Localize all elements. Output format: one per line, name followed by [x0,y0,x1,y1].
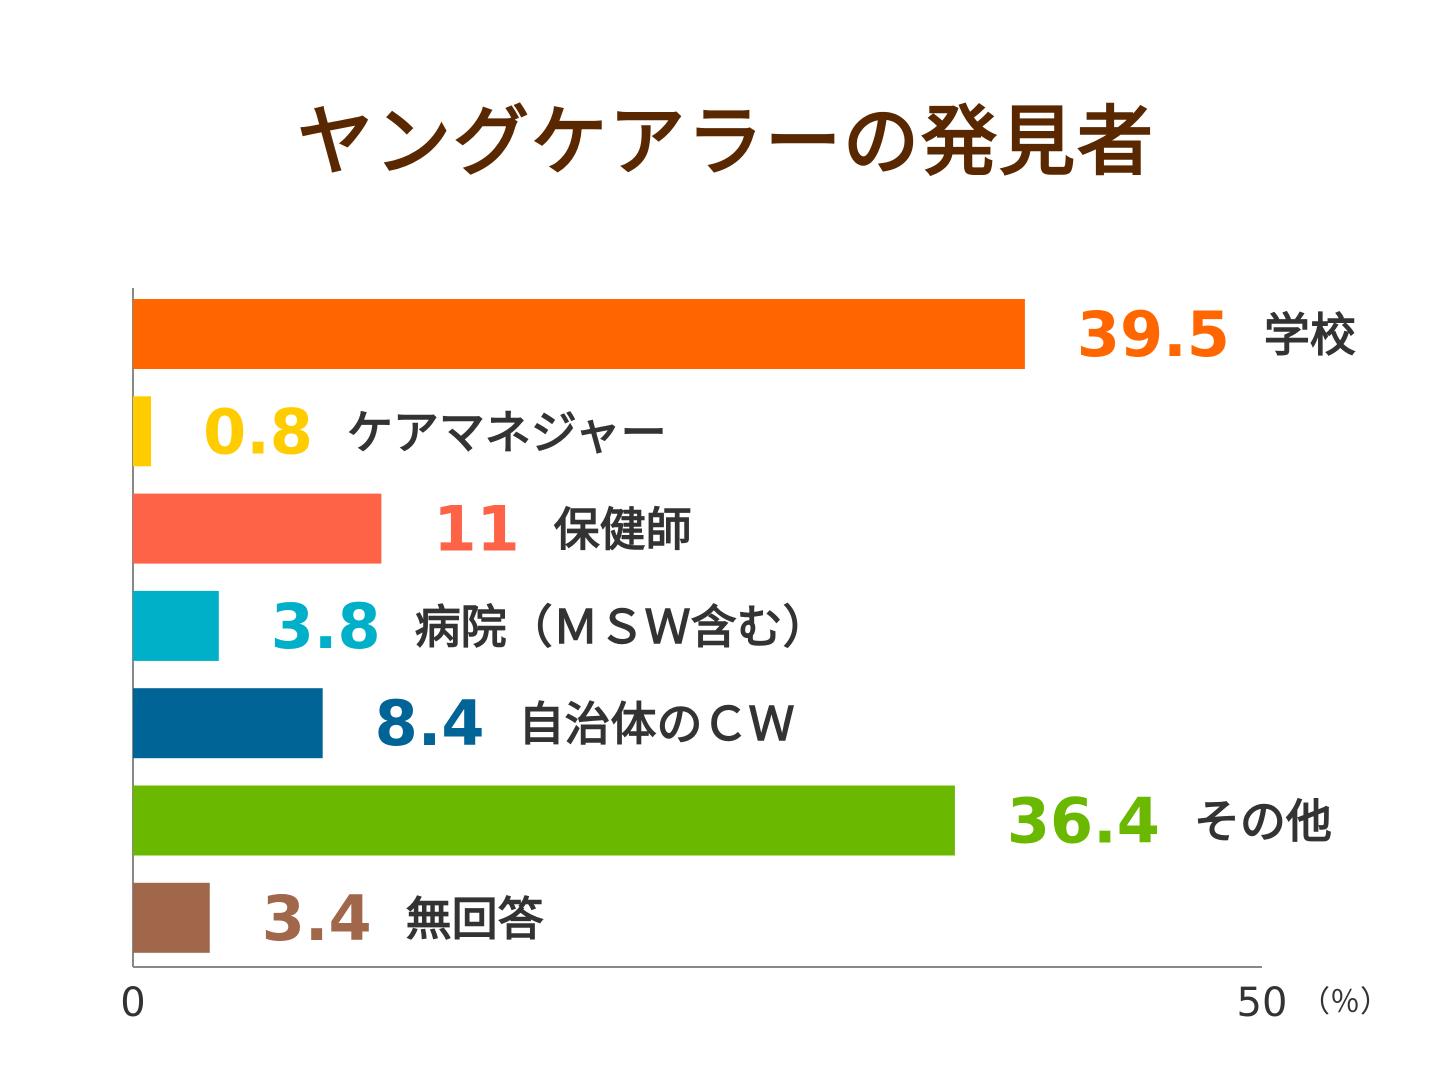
bar-2 [133,396,152,467]
bar-value-label-3: 11 [433,493,519,566]
bar-category-label-6: その他 [1194,795,1332,849]
bar-category-label-3: 保健師 [554,503,692,557]
chart-title: ヤングケアラーの発見者 [297,97,1155,186]
bar-6 [133,785,955,856]
bar-3 [133,493,382,564]
bar-category-label-1: 学校 [1264,308,1356,362]
bar-value-label-4: 3.8 [271,590,381,663]
x-tick-label-max: 50 [1237,980,1288,1026]
bar-value-label-1: 39.5 [1077,298,1230,371]
bar-category-label-7: 無回答 [406,892,545,946]
bar-7 [133,882,210,953]
bar-category-label-2: ケアマネジャー [347,405,667,459]
bar-1 [133,299,1025,369]
bar-value-label-6: 36.4 [1007,785,1160,858]
x-unit-label: （％） [1300,985,1390,1020]
bar-4 [133,590,219,661]
bar-5 [133,688,323,759]
bar-value-label-7: 3.4 [262,882,372,955]
bar-category-label-4: 病院（ＭＳＷ含む） [415,600,829,654]
bar-value-label-2: 0.8 [203,395,313,468]
bar-category-label-5: 自治体のＣＷ [519,697,795,751]
x-tick-label-min: 0 [120,980,145,1026]
bars-layer: 39.5 学校 0.8 ケアマネジャー 11 保健師 3.8 病院（ＭＳＷ含む） 8.4 自治体の… [133,298,1356,955]
bar-value-label-5: 8.4 [375,687,485,760]
